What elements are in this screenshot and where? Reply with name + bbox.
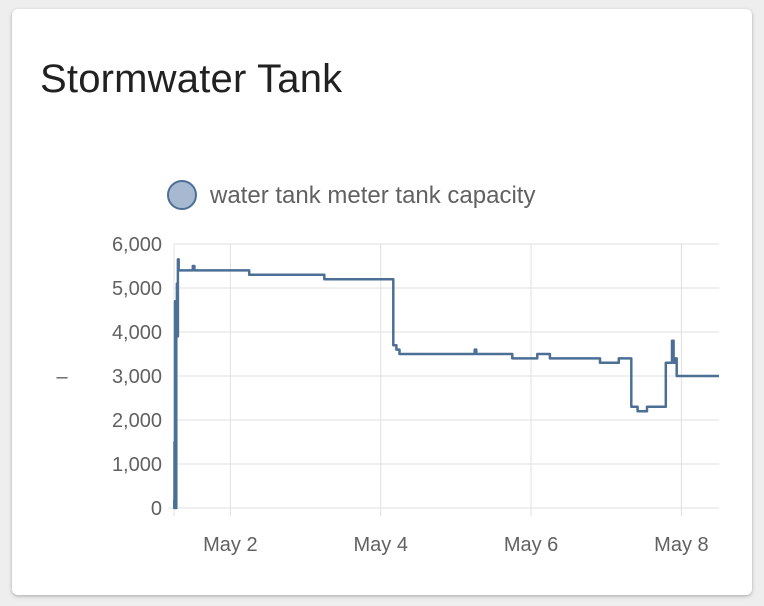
x-tick-label: May 8 [654,534,708,556]
y-tick-label: 2,000 [112,410,162,432]
grid-lines [168,243,719,516]
y-tick-label: 3,000 [112,366,162,388]
y-tick-label: 0 [151,498,162,520]
x-tick-label: May 2 [203,534,257,556]
y-axis: 0 1,000 2,000 3,000 4,000 5,000 6,000 [112,234,162,520]
legend[interactable]: water tank meter tank capacity [167,180,535,210]
card-title: Stormwater Tank [40,57,343,101]
y-tick-label: 4,000 [112,322,162,344]
stormwater-tank-card: Stormwater Tank water tank meter tank ca… [12,9,752,595]
x-axis: May 2 May 4 May 6 May 8 [203,534,709,556]
y-axis-label: – [56,366,68,388]
x-tick-label: May 4 [353,534,407,556]
legend-swatch [167,180,197,210]
y-tick-label: 5,000 [112,278,162,300]
series-line-water-tank-meter-tank-capacity[interactable] [173,258,719,510]
legend-label-water-tank-meter-tank-capacity: water tank meter tank capacity [209,182,535,209]
y-tick-label: 1,000 [112,454,162,476]
tank-capacity-chart: water tank meter tank capacity 0 1,000 2,0… [56,180,719,556]
y-tick-label: 6,000 [112,234,162,256]
x-tick-label: May 6 [504,534,558,556]
